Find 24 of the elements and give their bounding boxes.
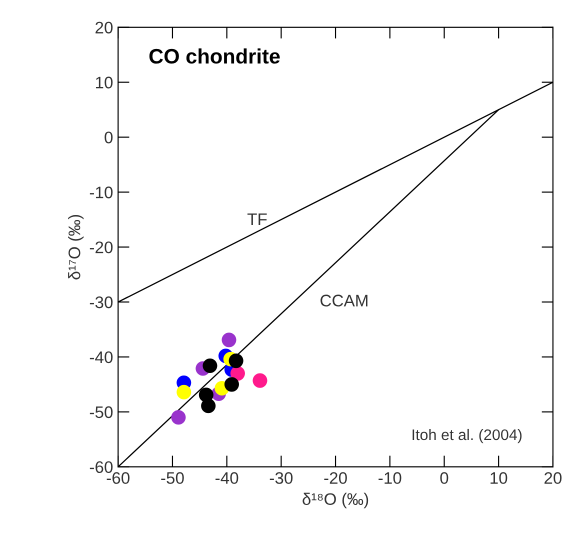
x-tick-label: -50 xyxy=(161,472,184,484)
x-tick-label: 10 xyxy=(490,472,508,484)
y-tick-label: 0 xyxy=(104,132,113,144)
y-tick-label: 10 xyxy=(96,76,113,88)
y-tick-label: -30 xyxy=(90,296,113,308)
x-tick-label: -20 xyxy=(324,472,347,484)
y-tick-label: -40 xyxy=(90,351,113,364)
annotation: Itoh et al. (2004) xyxy=(412,428,522,444)
x-axis-title: δ¹⁸O (‰) xyxy=(302,492,368,508)
y-tick-label: 20 xyxy=(96,22,113,34)
y-axis-title: δ¹⁷O (‰) xyxy=(68,214,84,280)
series-label: CCAM xyxy=(320,294,368,306)
x-tick-label: -30 xyxy=(270,472,293,484)
y-tick-label: -10 xyxy=(90,186,113,198)
x-tick-label: 20 xyxy=(544,472,562,484)
x-tick-label: -40 xyxy=(216,472,238,484)
x-tick-label: -60 xyxy=(106,472,130,484)
y-tick-label: -20 xyxy=(90,241,113,254)
series-label: TF xyxy=(247,214,267,226)
text: CO chondrite xyxy=(149,48,280,64)
y-tick-label: -60 xyxy=(90,461,113,474)
x-tick-label: -10 xyxy=(378,472,402,484)
x-tick-label: 0 xyxy=(440,472,448,484)
y-tick-label: -50 xyxy=(90,406,113,418)
